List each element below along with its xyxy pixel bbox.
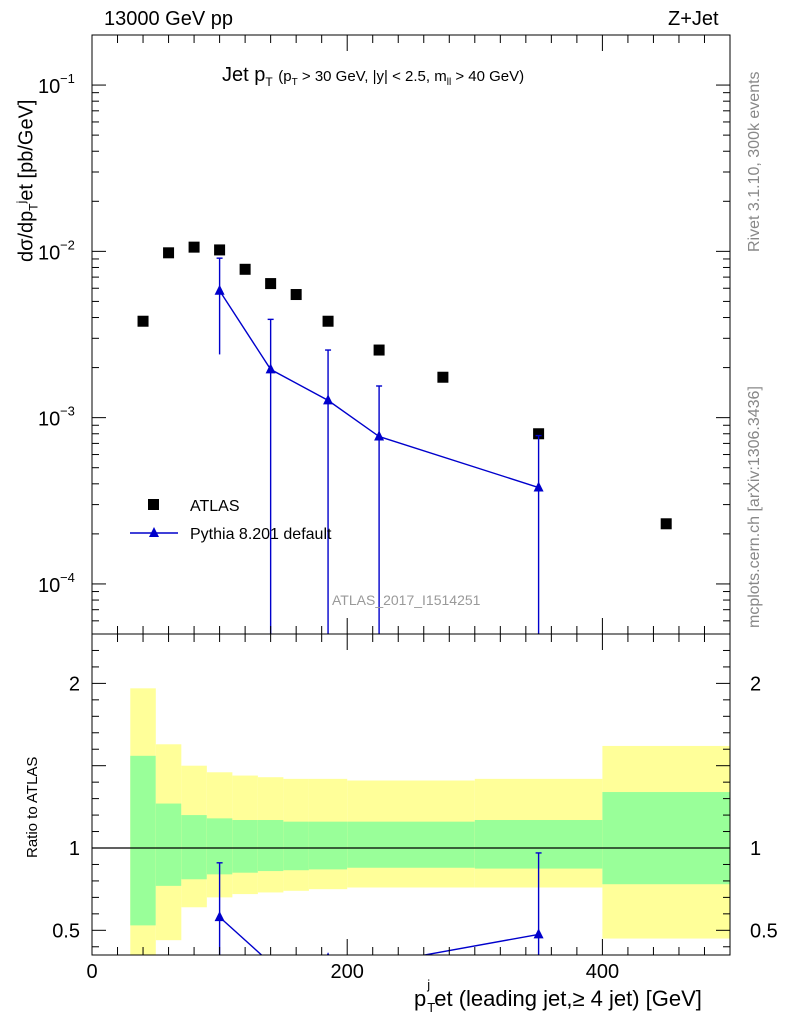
pythia-marker [323, 394, 334, 405]
rivet-version-label: Rivet 3.1.10, 300k events [746, 71, 763, 252]
atlas-point [265, 278, 277, 290]
ratio-y-tick-label-left: 2 [69, 673, 80, 695]
ratio-y-tick-label-left: 1 [69, 838, 80, 860]
main-y-tick-label: 10 [38, 76, 60, 98]
legend-pythia-label: Pythia 8.201 default [190, 526, 332, 543]
green-band-bin [155, 803, 182, 886]
process-label: Z+Jet [668, 8, 719, 30]
ratio-pythia-line [219, 916, 539, 955]
pythia-marker [214, 284, 225, 295]
atlas-point [660, 518, 672, 530]
ratio-pythia-marker [326, 952, 330, 955]
green-band-bin [283, 821, 309, 871]
chart-title: Jet pT (pT > 30 GeV, |y| < 2.5, mll > 40… [222, 64, 525, 89]
ratio-y-tick-label-left: 0.5 [52, 920, 80, 942]
ratio-pythia-marker [214, 911, 225, 922]
x-tick-label: 0 [86, 961, 97, 983]
main-y-axis-label: dσ/dpTjet [pb/GeV] [14, 99, 41, 262]
ratio-plot-frame [91, 633, 731, 956]
pythia-marker [533, 481, 544, 492]
pythia-marker [265, 363, 276, 374]
plot-frames [91, 34, 731, 956]
ratio-y-axis-label: Ratio to ATLAS [24, 756, 41, 858]
atlas-point [533, 428, 545, 440]
green-band-bin [181, 815, 207, 880]
ratio-pythia-marker [374, 957, 384, 967]
atlas-point [290, 289, 302, 301]
main-series [137, 241, 672, 634]
main-plot-frame [91, 34, 731, 635]
energy-label: 13000 GeV pp [104, 8, 233, 30]
x-tick-label: 400 [586, 961, 619, 983]
legend: ATLAS Pythia 8.201 default [130, 498, 332, 543]
main-y-tick-label: 10 [38, 409, 60, 431]
ratio-pythia-marker [533, 928, 544, 939]
main-y-tick-exponent: −4 [60, 570, 75, 585]
main-y-tick-label: 10 [38, 242, 60, 264]
ratio-y-tick-label-right: 0.5 [750, 920, 778, 942]
main-y-tick-exponent: −3 [60, 404, 75, 419]
atlas-point [437, 371, 449, 383]
green-band-bin [130, 755, 156, 926]
main-y-tick-label: 10 [38, 575, 60, 597]
atlas-point [373, 344, 385, 356]
atlas-point [137, 315, 149, 327]
atlas-point [163, 247, 175, 259]
main-y-tick-exponent: −2 [60, 237, 75, 252]
atlas-point [239, 263, 251, 275]
ratio-pythia-marker [266, 957, 276, 967]
green-band-bin [347, 821, 411, 868]
green-band-bin [232, 820, 258, 873]
legend-atlas-label: ATLAS [190, 498, 240, 515]
ratio-y-tick-label-right: 1 [750, 838, 761, 860]
ratio-y-tick-label-right: 2 [750, 673, 761, 695]
pythia-marker [374, 430, 385, 441]
green-band-bin [257, 820, 284, 872]
green-band-bin [602, 792, 730, 885]
x-tick-label: 200 [331, 961, 364, 983]
legend-pythia-marker [149, 527, 159, 537]
main-y-tick-exponent: −1 [60, 71, 75, 86]
green-band-bin [411, 821, 475, 868]
atlas-point [214, 244, 226, 256]
green-band-bin [308, 821, 348, 870]
analysis-watermark: ATLAS_2017_I1514251 [332, 592, 481, 608]
atlas-point [322, 315, 334, 327]
legend-atlas-marker [148, 499, 159, 510]
atlas-point [188, 241, 200, 253]
source-label: mcplots.cern.ch [arXiv:1306.3436] [746, 386, 763, 628]
